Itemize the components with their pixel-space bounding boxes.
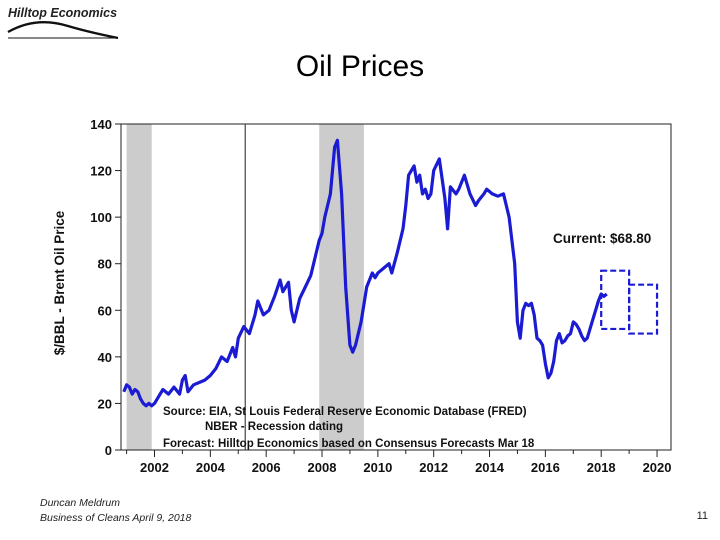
y-tick-label: 80 xyxy=(98,257,112,272)
slide-title: Oil Prices xyxy=(295,50,425,83)
x-tick-label: 2014 xyxy=(475,460,505,475)
x-tick-label: 2010 xyxy=(363,460,392,475)
page-number: 11 xyxy=(696,510,708,522)
recession-note: NBER - Recession dating xyxy=(205,421,343,433)
source-note: Source: EIA, St Louis Federal Reserve Ec… xyxy=(163,406,527,418)
x-tick-label: 2008 xyxy=(308,460,337,475)
footer-event: Business of Cleans April 9, 2018 xyxy=(40,512,192,524)
x-tick-label: 2018 xyxy=(587,460,616,475)
company-logo: Hilltop Economics xyxy=(6,4,120,40)
y-tick-label: 60 xyxy=(98,303,112,318)
forecast-note: Forecast: Hilltop Economics based on Con… xyxy=(163,438,535,450)
plot-frame xyxy=(120,123,672,451)
x-tick-label: 2020 xyxy=(643,460,672,475)
hill-logo-icon xyxy=(7,20,119,40)
x-tick-label: 2012 xyxy=(419,460,448,475)
current-price-annotation: Current: $68.80 xyxy=(553,231,651,246)
x-tick-label: 2004 xyxy=(196,460,226,475)
price-line xyxy=(122,138,608,408)
x-tick-label: 2006 xyxy=(252,460,281,475)
forecast-boxes xyxy=(600,269,659,335)
y-tick-label: 120 xyxy=(90,164,112,179)
y-tick-label: 0 xyxy=(105,443,112,458)
y-tick-label: 100 xyxy=(90,210,112,225)
forecast-range-box xyxy=(628,283,659,335)
x-tick-label: 2002 xyxy=(140,460,169,475)
y-tick-label: 20 xyxy=(98,396,112,411)
footer: Duncan Meldrum Business of Cleans April … xyxy=(40,496,191,526)
x-axis: 2002 2004 2006 2008 2010 2012 2014 2016 2018 2020 xyxy=(126,450,672,475)
y-tick-label: 140 xyxy=(90,117,112,132)
forecast-range-box xyxy=(600,269,631,331)
y-tick-label: 40 xyxy=(98,350,112,365)
y-axis: 0 20 40 60 80 100 120 140 xyxy=(90,117,121,458)
logo-text: Hilltop Economics xyxy=(8,6,118,20)
x-tick-label: 2016 xyxy=(531,460,560,475)
y-axis-label: $/BBL - Brent Oil Price xyxy=(52,210,67,355)
recession-band xyxy=(126,124,152,450)
footer-author: Duncan Meldrum xyxy=(40,497,120,509)
